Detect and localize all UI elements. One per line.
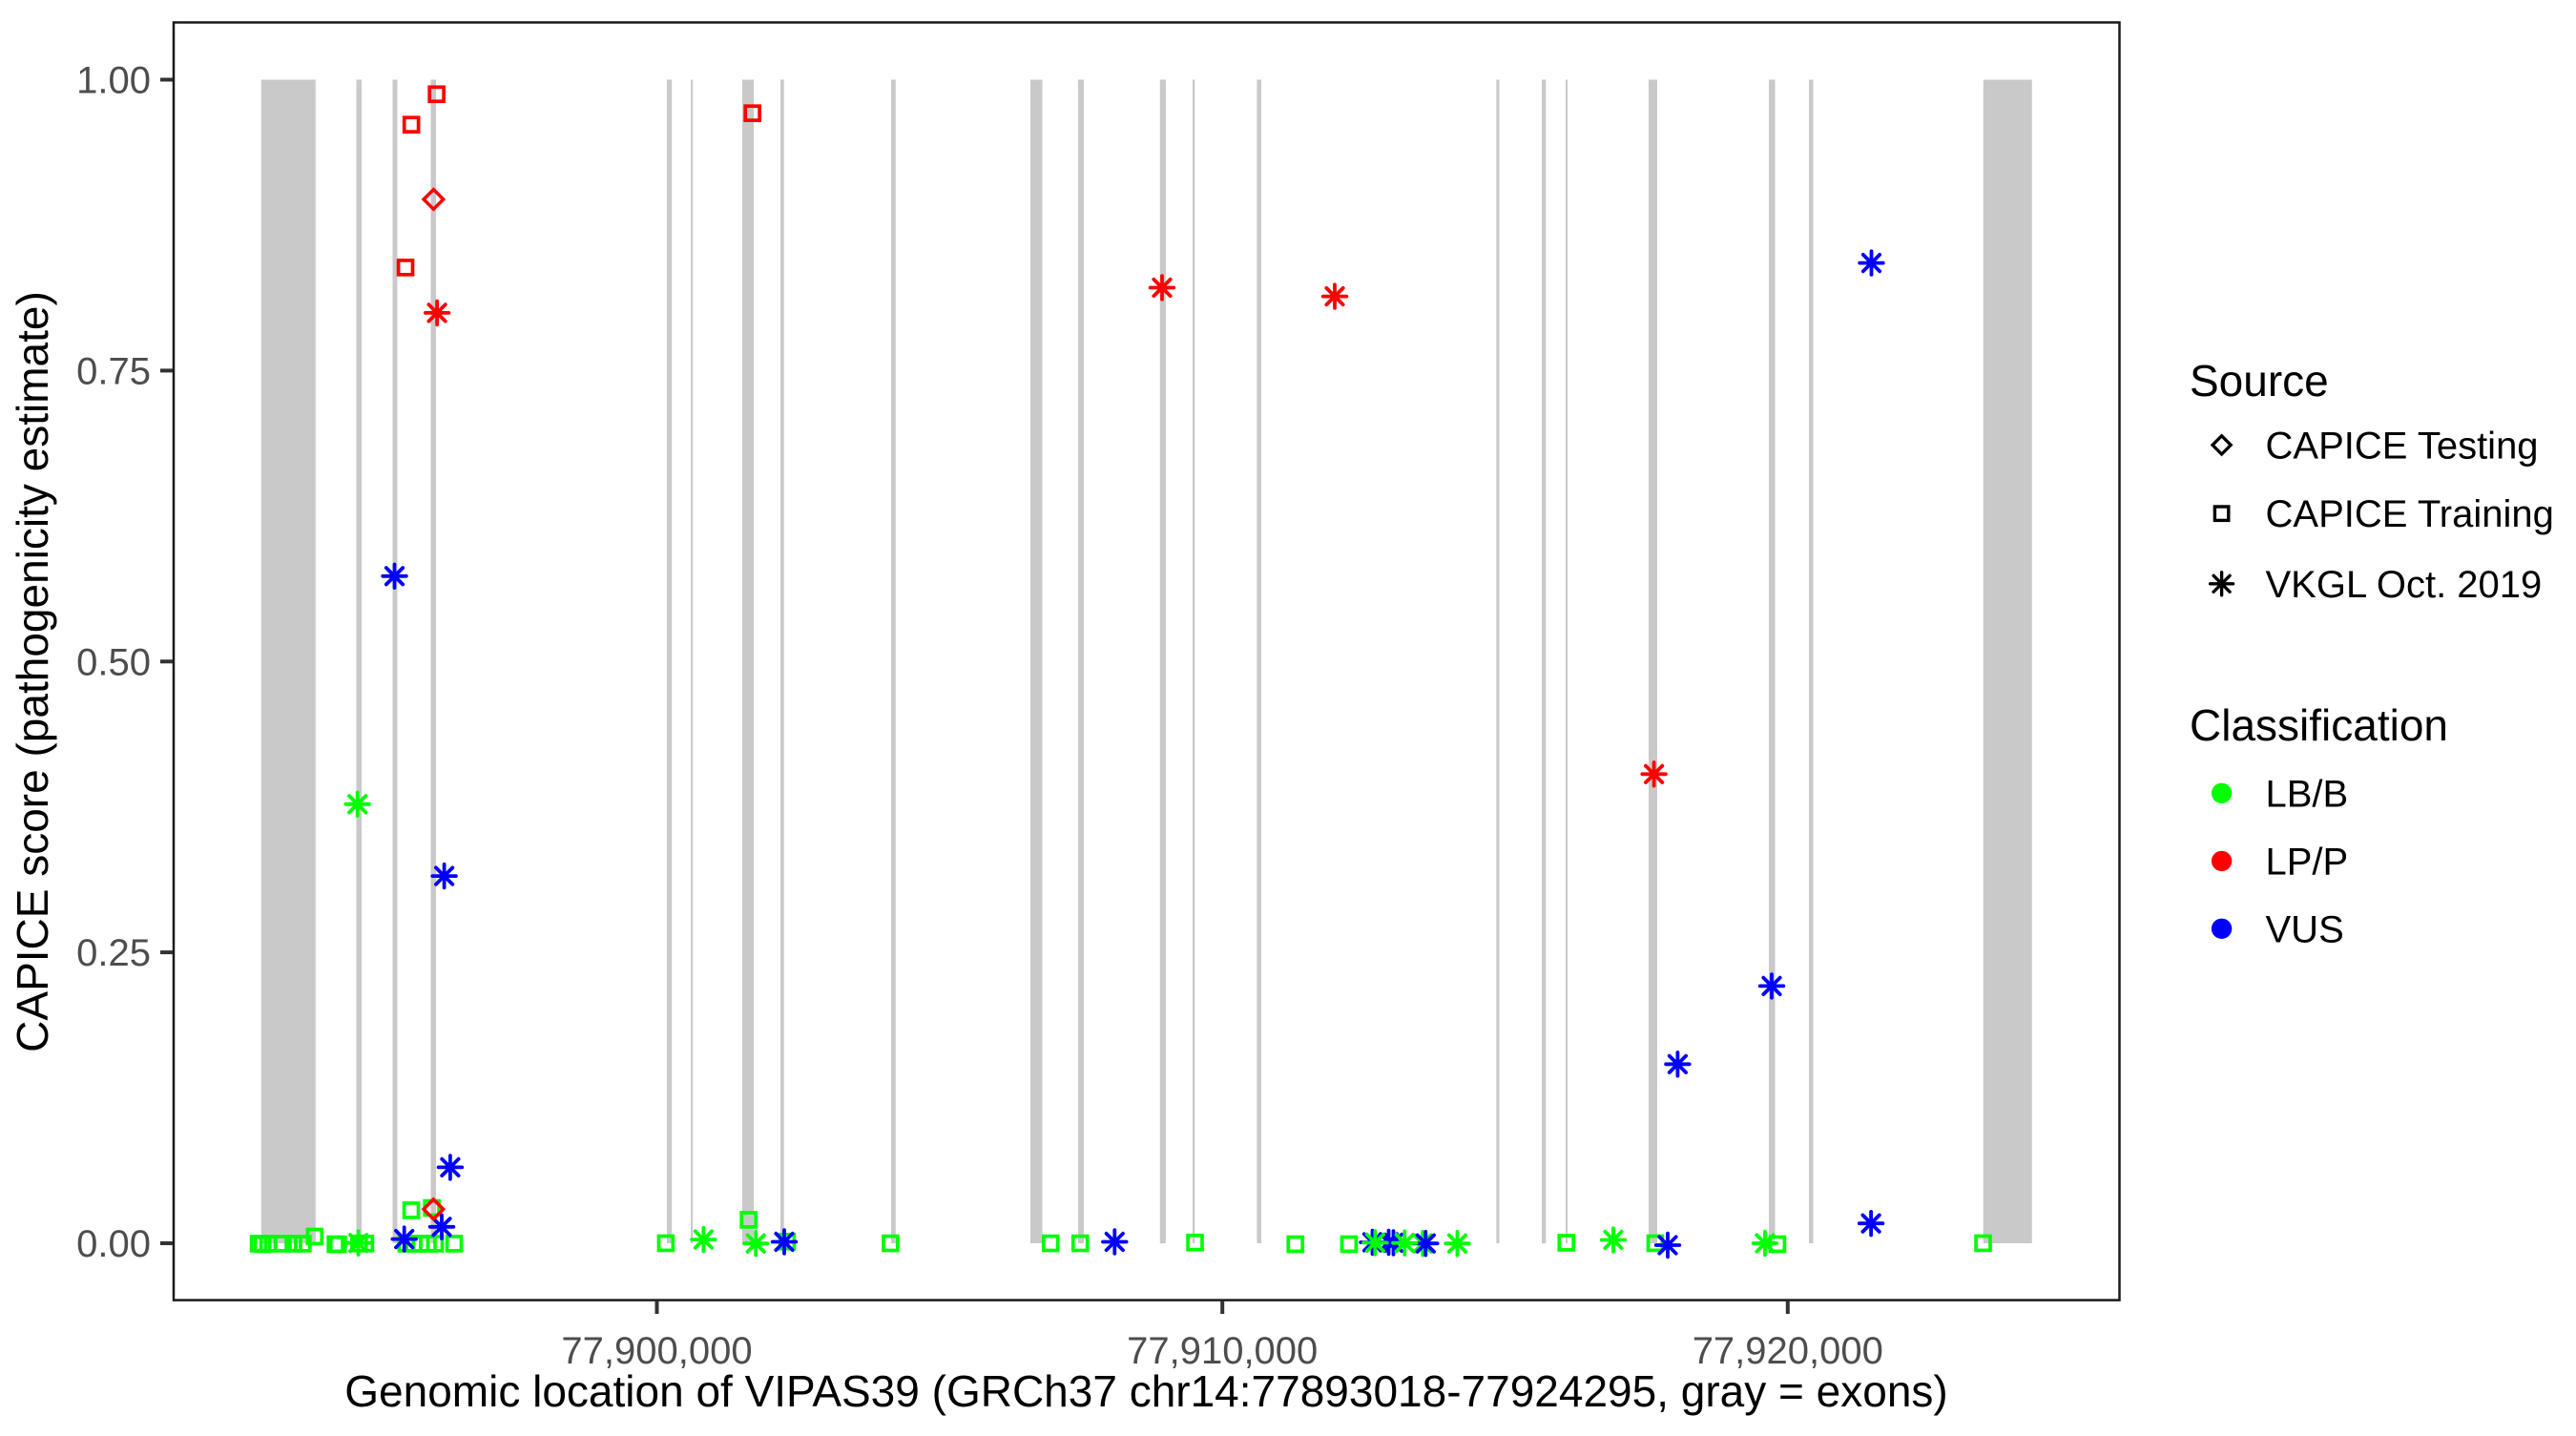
svg-text:Genomic location of VIPAS39 (G: Genomic location of VIPAS39 (GRCh37 chr1… (344, 1366, 1947, 1416)
svg-text:0.75: 0.75 (76, 350, 151, 392)
svg-text:1.00: 1.00 (76, 60, 151, 102)
svg-text:Source: Source (2190, 356, 2329, 406)
svg-text:LB/B: LB/B (2266, 773, 2349, 815)
svg-text:CAPICE Testing: CAPICE Testing (2266, 425, 2539, 467)
svg-text:CAPICE Training: CAPICE Training (2266, 493, 2554, 535)
svg-text:77,900,000: 77,900,000 (561, 1330, 752, 1372)
svg-text:VUS: VUS (2266, 908, 2344, 950)
svg-text:VKGL Oct. 2019: VKGL Oct. 2019 (2266, 564, 2543, 606)
svg-text:77,910,000: 77,910,000 (1127, 1330, 1318, 1372)
svg-text:0.25: 0.25 (76, 932, 151, 974)
svg-text:LP/P: LP/P (2266, 841, 2349, 883)
svg-text:0.50: 0.50 (76, 641, 151, 683)
svg-text:Classification: Classification (2190, 700, 2448, 750)
svg-text:0.00: 0.00 (76, 1223, 151, 1265)
svg-text:77,920,000: 77,920,000 (1693, 1330, 1883, 1372)
svg-text:CAPICE score (pathogenicity es: CAPICE score (pathogenicity estimate) (8, 291, 57, 1052)
